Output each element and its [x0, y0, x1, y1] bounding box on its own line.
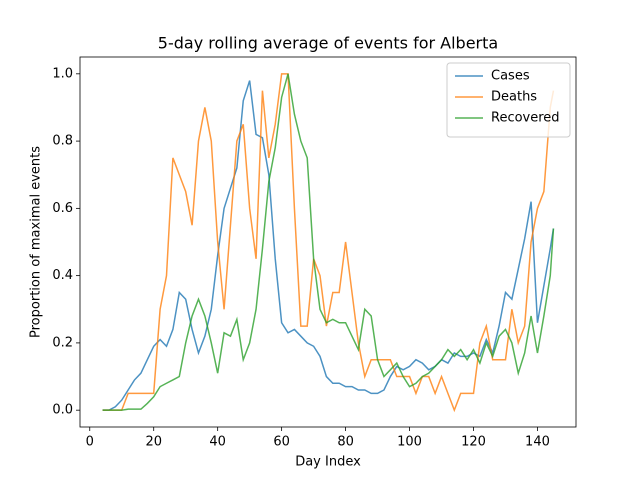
x-tick-label: 40	[209, 435, 226, 450]
line	[102, 73, 555, 413]
x-tick-label: 140	[525, 435, 550, 450]
y-tick-label: 0.2	[52, 335, 73, 350]
x-tick-label: 60	[273, 435, 290, 450]
x-tick-label: 100	[397, 435, 422, 450]
x-tick-label: 0	[86, 435, 94, 450]
legend-label: Deaths	[491, 90, 537, 105]
line	[102, 80, 555, 411]
y-axis-label: Proportion of maximal events	[29, 146, 44, 338]
chart-title: 5-day rolling average of events for Albe…	[158, 34, 498, 53]
legend-label: Cases	[491, 69, 530, 84]
y-tick-label: 0.6	[52, 201, 73, 216]
x-tick-label: 120	[461, 435, 486, 450]
y-tick-label: 0.0	[52, 403, 73, 418]
y-tick-label: 0.4	[52, 268, 73, 283]
legend-label: Recovered	[491, 111, 560, 126]
x-tick-label: 80	[337, 435, 354, 450]
x-tick-label: 20	[145, 435, 162, 450]
y-tick-label: 1.0	[52, 66, 73, 81]
y-tick-label: 0.8	[52, 134, 73, 149]
plot-frame	[79, 56, 577, 428]
x-axis-label: Day Index	[295, 455, 361, 470]
line	[102, 73, 555, 411]
